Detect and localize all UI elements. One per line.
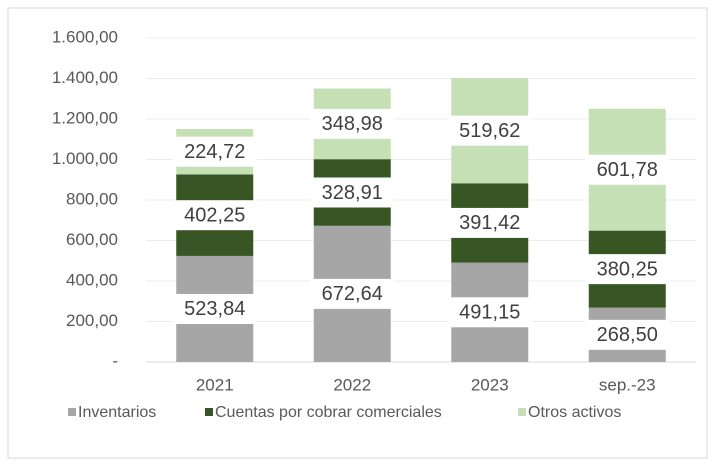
x-tick-label: 2023 [471, 375, 509, 394]
data-label: 672,64 [322, 283, 383, 305]
y-tick-label: 1.000,00 [52, 149, 118, 168]
data-label: 380,25 [597, 258, 658, 280]
data-label: 601,78 [597, 159, 658, 181]
data-label: 491,15 [459, 302, 520, 324]
legend-swatch [518, 408, 526, 416]
data-label: 348,98 [322, 113, 383, 135]
y-tick-label: 800,00 [66, 189, 118, 208]
data-label-bg [585, 254, 670, 285]
data-label-bg [585, 319, 670, 350]
data-label-bg [447, 115, 532, 146]
x-tick-label: 2022 [333, 375, 371, 394]
data-label: 391,42 [459, 212, 520, 234]
data-label-bg [172, 293, 257, 324]
y-tick-label: 200,00 [66, 311, 118, 330]
data-label: 402,25 [184, 204, 245, 226]
data-label-bg [447, 297, 532, 328]
data-label: 523,84 [184, 298, 245, 320]
data-label-bg [447, 207, 532, 238]
legend-label: Inventarios [78, 404, 156, 421]
data-label: 224,72 [184, 141, 245, 163]
data-label-bg [172, 200, 257, 231]
data-label-bg [310, 278, 395, 309]
data-label: 519,62 [459, 120, 520, 142]
y-tick-label: 400,00 [66, 270, 118, 289]
legend-label: Otros activos [528, 404, 621, 421]
y-tick-label: 1.200,00 [52, 108, 118, 127]
data-label-bg [310, 177, 395, 208]
data-label-bg [310, 108, 395, 139]
data-label-bg [585, 154, 670, 185]
y-tick-label: 1.600,00 [52, 27, 118, 46]
legend-swatch [68, 408, 76, 416]
x-tick-label: sep.-23 [599, 375, 656, 394]
data-label: 328,91 [322, 182, 383, 204]
y-tick-label: 600,00 [66, 230, 118, 249]
x-tick-label: 2021 [196, 375, 234, 394]
y-tick-label: 1.400,00 [52, 68, 118, 87]
y-tick-label: - [112, 351, 118, 370]
data-label-bg [172, 136, 257, 167]
data-label: 268,50 [597, 324, 658, 346]
legend-label: Cuentas por cobrar comerciales [215, 404, 442, 421]
legend-swatch [205, 408, 213, 416]
